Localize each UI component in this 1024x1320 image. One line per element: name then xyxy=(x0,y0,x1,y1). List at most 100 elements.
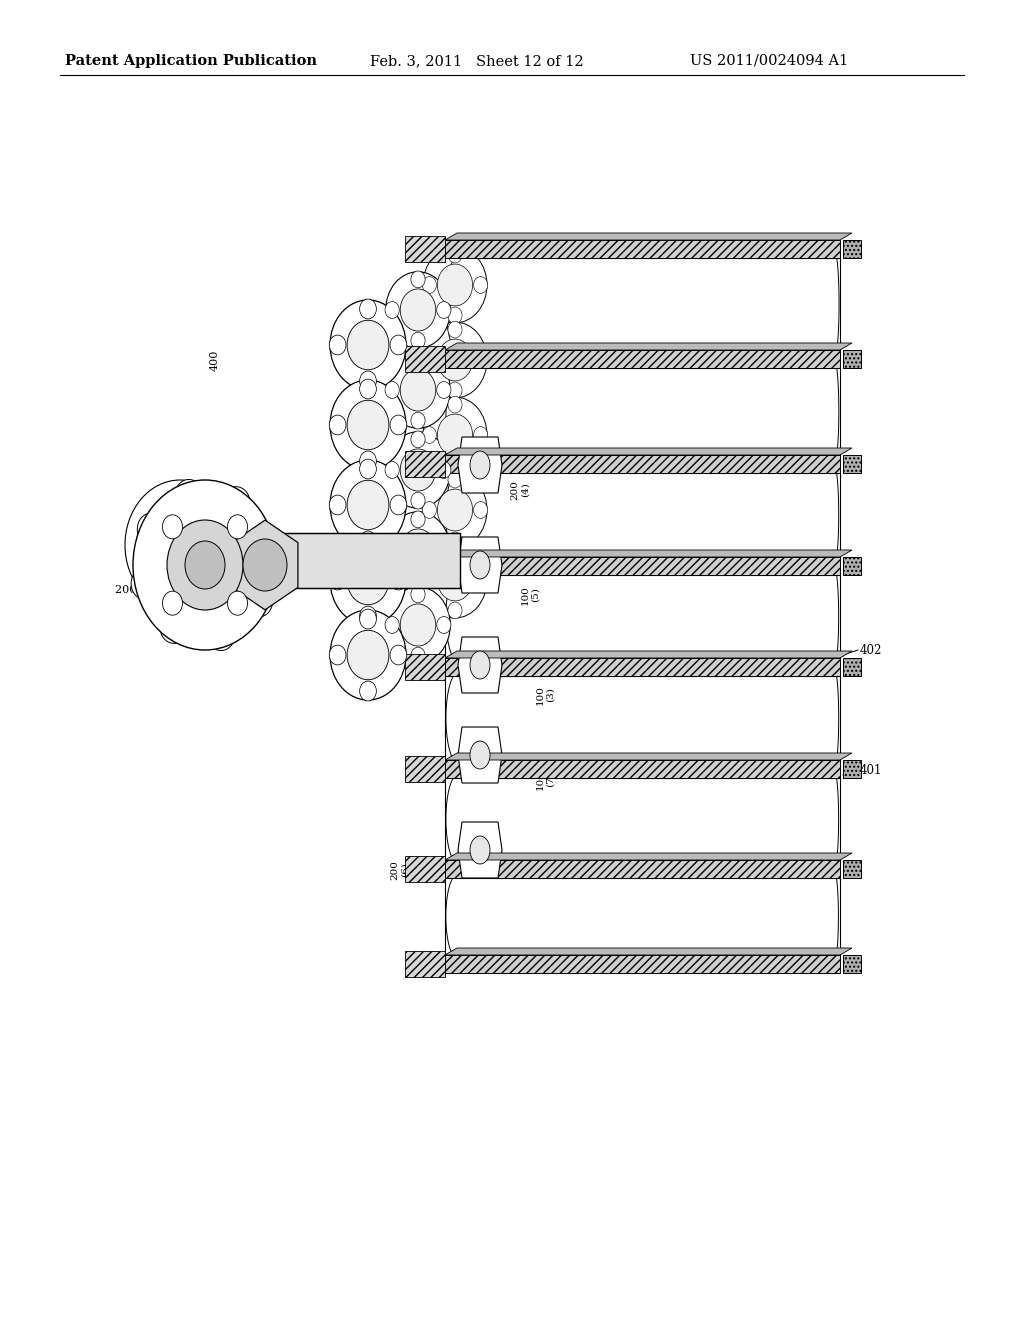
Ellipse shape xyxy=(175,479,203,511)
Ellipse shape xyxy=(470,741,490,770)
Ellipse shape xyxy=(411,412,425,429)
Polygon shape xyxy=(445,651,852,657)
Ellipse shape xyxy=(447,532,462,549)
Ellipse shape xyxy=(422,277,436,293)
Ellipse shape xyxy=(347,400,389,450)
Text: 200: 200 xyxy=(348,360,357,380)
Bar xyxy=(843,657,861,676)
Ellipse shape xyxy=(386,512,451,589)
Ellipse shape xyxy=(167,520,243,610)
Ellipse shape xyxy=(245,585,272,616)
Ellipse shape xyxy=(423,543,487,618)
Ellipse shape xyxy=(422,502,436,519)
Ellipse shape xyxy=(437,490,473,531)
Ellipse shape xyxy=(133,480,278,649)
Ellipse shape xyxy=(125,480,234,610)
Polygon shape xyxy=(445,760,840,777)
Ellipse shape xyxy=(347,480,389,529)
Text: Feb. 3, 2011   Sheet 12 of 12: Feb. 3, 2011 Sheet 12 of 12 xyxy=(370,54,584,69)
Ellipse shape xyxy=(359,609,377,628)
Polygon shape xyxy=(445,557,840,576)
Ellipse shape xyxy=(359,300,377,319)
Polygon shape xyxy=(445,954,840,973)
Ellipse shape xyxy=(411,333,425,348)
Ellipse shape xyxy=(227,591,248,615)
Ellipse shape xyxy=(385,541,399,558)
Ellipse shape xyxy=(400,529,436,572)
Polygon shape xyxy=(445,576,840,657)
Ellipse shape xyxy=(436,462,451,478)
Ellipse shape xyxy=(400,449,436,491)
Polygon shape xyxy=(445,676,840,760)
Polygon shape xyxy=(406,950,445,977)
Polygon shape xyxy=(406,346,445,372)
Ellipse shape xyxy=(330,380,406,470)
Polygon shape xyxy=(445,948,852,954)
Polygon shape xyxy=(445,878,840,954)
Ellipse shape xyxy=(437,264,473,306)
Ellipse shape xyxy=(411,586,425,603)
Ellipse shape xyxy=(436,301,451,318)
Ellipse shape xyxy=(359,535,377,554)
Ellipse shape xyxy=(447,471,462,488)
Polygon shape xyxy=(445,234,852,240)
Ellipse shape xyxy=(447,308,462,323)
Ellipse shape xyxy=(243,539,287,591)
Polygon shape xyxy=(445,368,840,455)
Ellipse shape xyxy=(470,550,490,579)
Polygon shape xyxy=(445,473,840,557)
Ellipse shape xyxy=(436,381,451,399)
Ellipse shape xyxy=(160,611,188,643)
Ellipse shape xyxy=(411,432,425,447)
Ellipse shape xyxy=(347,630,389,680)
Polygon shape xyxy=(458,638,502,693)
Ellipse shape xyxy=(347,556,389,605)
Ellipse shape xyxy=(347,321,389,370)
Text: Fig. 9: Fig. 9 xyxy=(750,810,803,829)
Ellipse shape xyxy=(359,459,377,479)
Polygon shape xyxy=(445,257,840,350)
Ellipse shape xyxy=(473,572,487,589)
Text: 200: 200 xyxy=(348,440,357,459)
Ellipse shape xyxy=(436,616,451,634)
Ellipse shape xyxy=(400,605,436,645)
Ellipse shape xyxy=(137,513,165,545)
Ellipse shape xyxy=(411,572,425,589)
Polygon shape xyxy=(406,451,445,477)
Ellipse shape xyxy=(411,271,425,288)
Polygon shape xyxy=(445,853,852,861)
Bar xyxy=(843,557,861,576)
Ellipse shape xyxy=(330,459,406,550)
Ellipse shape xyxy=(423,397,487,473)
Ellipse shape xyxy=(423,473,487,548)
Bar xyxy=(843,760,861,777)
Text: 200: 200 xyxy=(348,520,357,540)
Text: 402: 402 xyxy=(860,644,883,656)
Ellipse shape xyxy=(411,647,425,664)
Ellipse shape xyxy=(386,587,451,663)
Polygon shape xyxy=(445,350,840,368)
Ellipse shape xyxy=(473,502,487,519)
Ellipse shape xyxy=(447,602,462,619)
Ellipse shape xyxy=(400,370,436,411)
Text: 100
(5): 100 (5) xyxy=(520,585,540,605)
Ellipse shape xyxy=(473,277,487,293)
Polygon shape xyxy=(232,520,298,610)
Ellipse shape xyxy=(359,371,377,391)
Bar xyxy=(843,954,861,973)
Text: 200: 200 xyxy=(428,405,437,425)
Ellipse shape xyxy=(386,351,451,428)
Polygon shape xyxy=(406,236,445,261)
Polygon shape xyxy=(445,343,852,350)
Ellipse shape xyxy=(470,836,490,865)
Ellipse shape xyxy=(222,487,250,519)
Ellipse shape xyxy=(447,381,462,399)
Bar xyxy=(843,455,861,473)
Ellipse shape xyxy=(385,381,399,399)
Ellipse shape xyxy=(148,507,212,583)
Bar xyxy=(843,861,861,878)
Polygon shape xyxy=(406,553,445,579)
Text: 400: 400 xyxy=(210,350,220,371)
Ellipse shape xyxy=(390,335,407,355)
Ellipse shape xyxy=(423,247,487,323)
